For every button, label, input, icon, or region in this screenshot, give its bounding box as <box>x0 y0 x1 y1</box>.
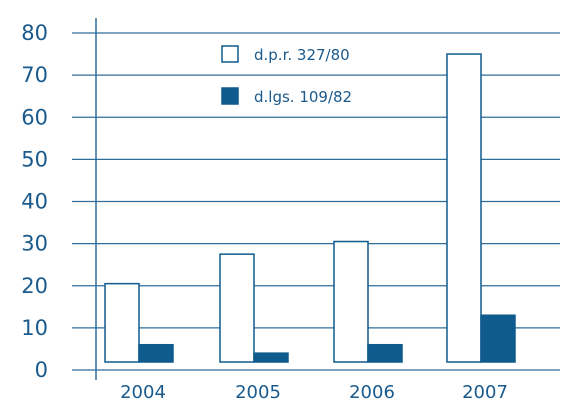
y-tick-label-20: 20 <box>21 274 48 298</box>
bar-series2-2006 <box>367 343 403 363</box>
y-tick-label-30: 30 <box>21 232 48 256</box>
bar-series1-2004 <box>104 282 140 363</box>
bar-series1-2006 <box>333 240 369 363</box>
y-tick-label-70: 70 <box>21 63 48 87</box>
y-tick-label-60: 60 <box>21 105 48 129</box>
x-label-2004: 2004 <box>120 382 166 403</box>
bars <box>104 53 516 363</box>
grid-lines <box>72 32 560 371</box>
legend-label-2: d.lgs. 109/82 <box>254 88 352 106</box>
bar-series2-2004 <box>138 343 174 363</box>
y-tick-label-40: 40 <box>21 190 48 214</box>
legend: d.p.r. 327/80 d.lgs. 109/82 <box>221 45 352 106</box>
x-label-2005: 2005 <box>235 382 281 403</box>
x-label-2007: 2007 <box>462 382 508 403</box>
y-tick-label-10: 10 <box>21 316 48 340</box>
y-axis-ticks: 0 10 20 30 40 50 60 70 80 <box>21 21 48 382</box>
legend-label-1: d.p.r. 327/80 <box>254 46 350 64</box>
y-tick-label-0: 0 <box>35 358 48 382</box>
x-label-2006: 2006 <box>349 382 395 403</box>
bar-series1-2005 <box>219 253 255 363</box>
bar-series1-2007 <box>446 53 482 363</box>
y-tick-label-50: 50 <box>21 147 48 171</box>
y-tick-label-80: 80 <box>21 21 48 45</box>
legend-swatch-2 <box>221 87 239 105</box>
legend-swatch-1 <box>221 45 239 63</box>
bar-series2-2005 <box>253 352 289 363</box>
bar-series2-2007 <box>480 314 516 363</box>
x-axis-labels: 2004 2005 2006 2007 <box>120 382 508 403</box>
